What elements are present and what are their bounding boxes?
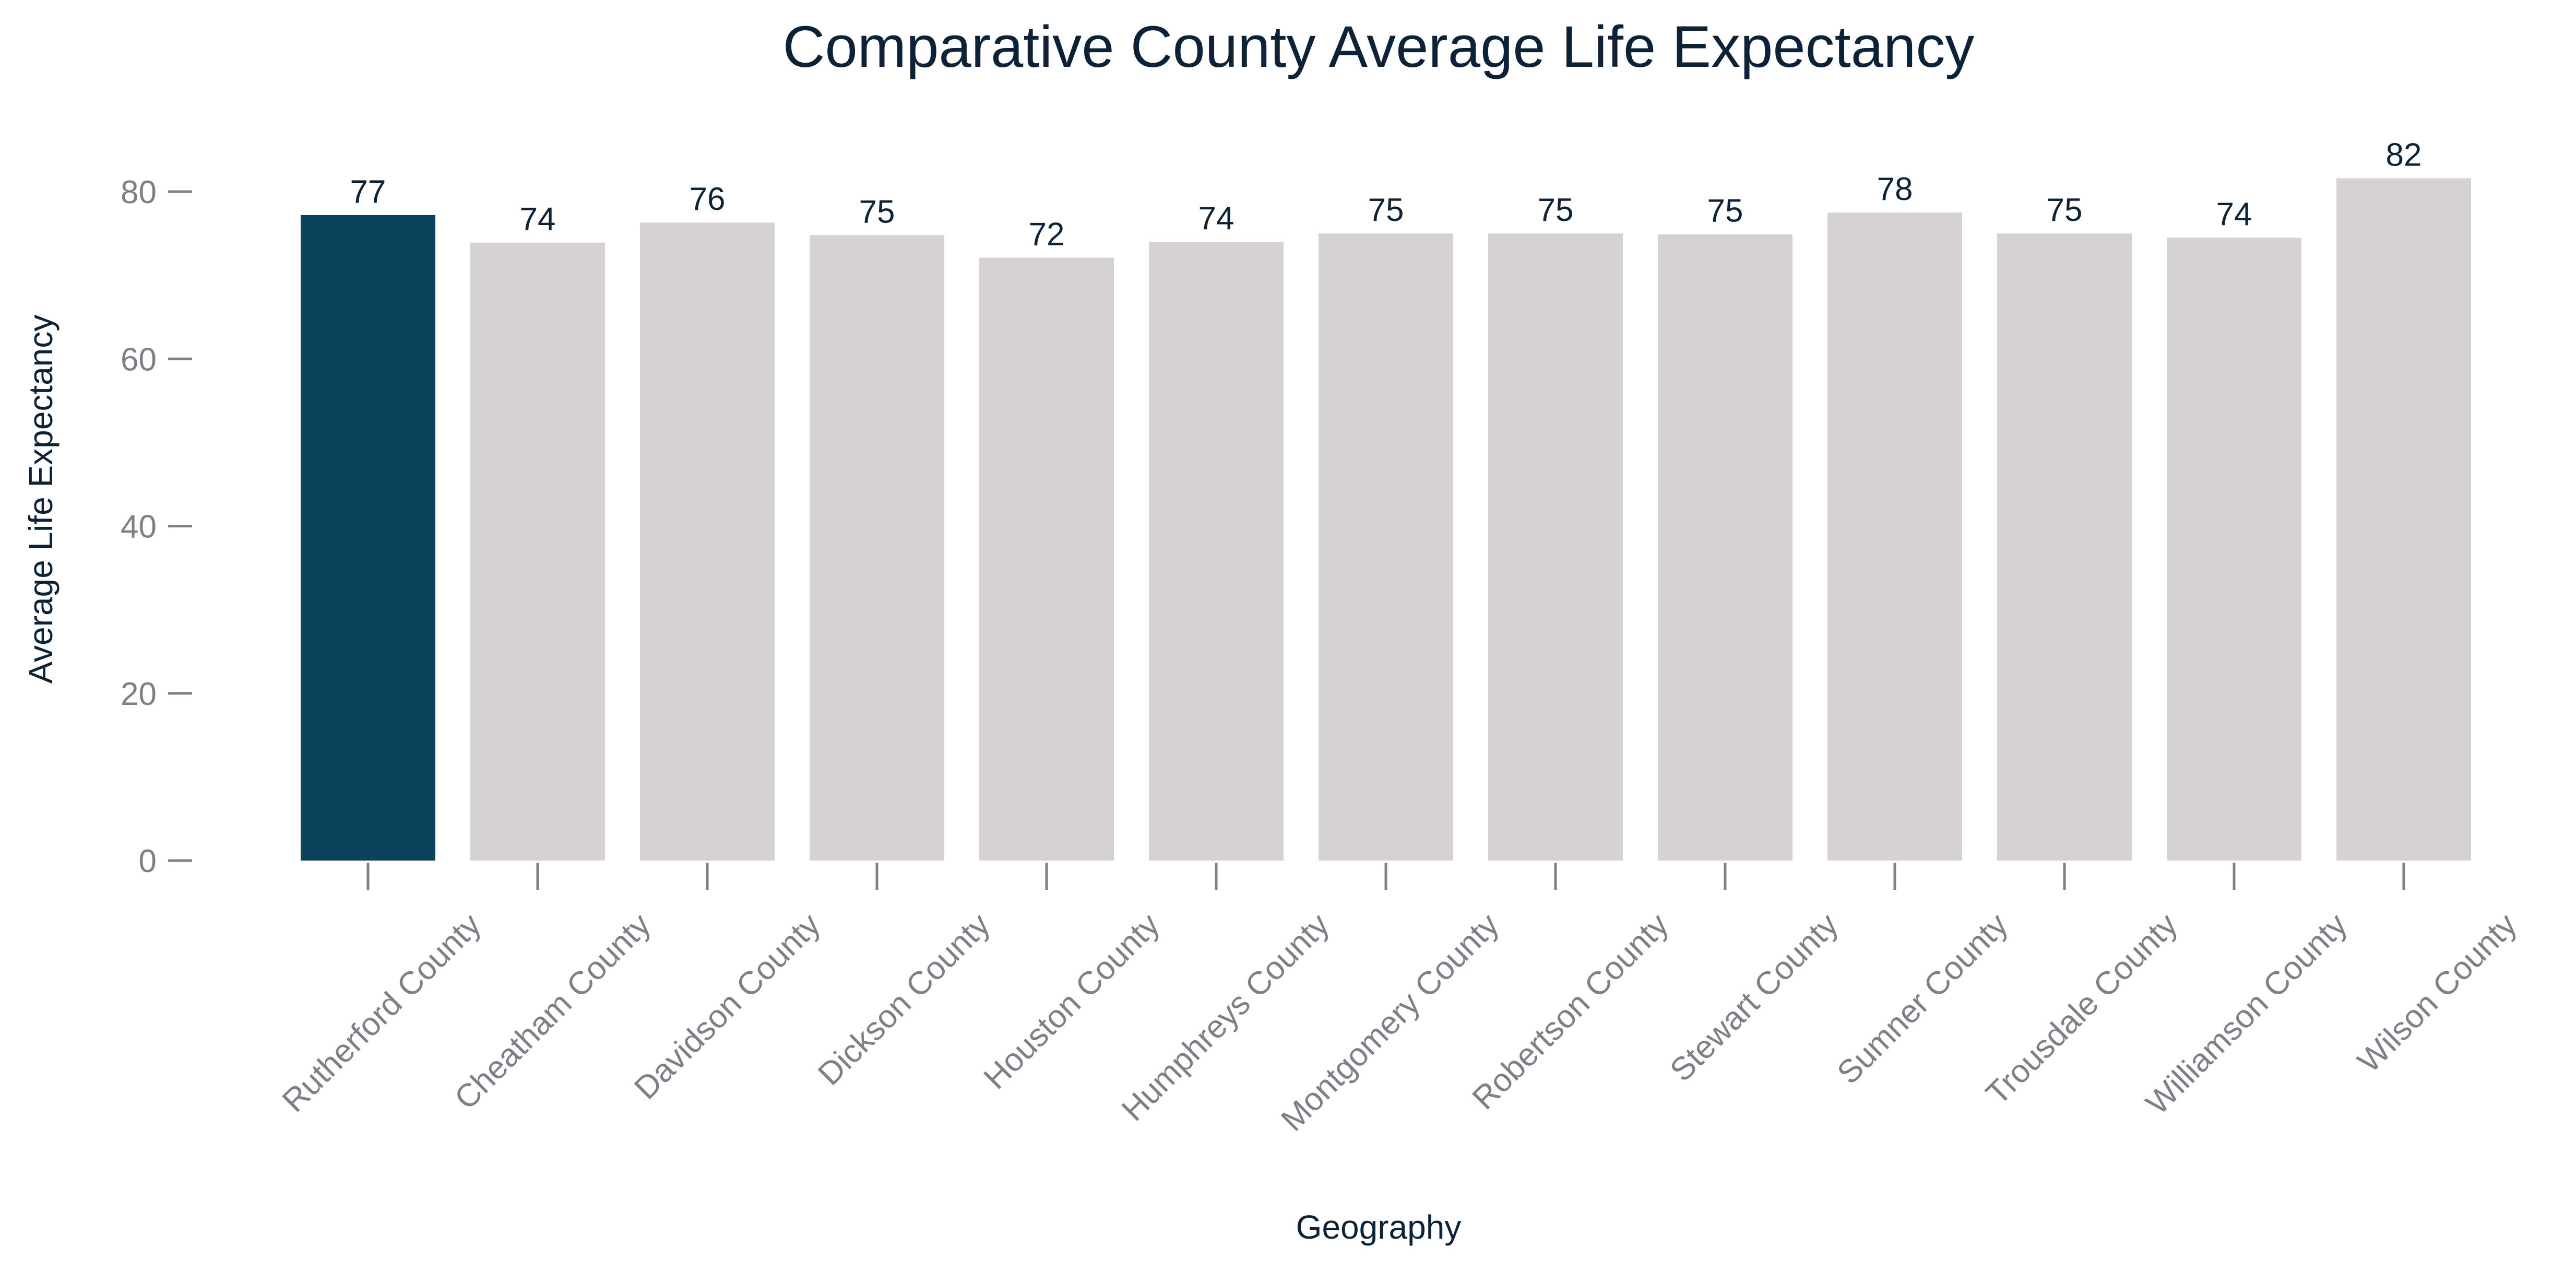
y-tick-label: 0 (139, 843, 157, 879)
bar-value-label: 82 (2386, 137, 2422, 173)
bar (470, 242, 605, 861)
bar (979, 257, 1114, 861)
x-tick-label: Stewart County (1663, 907, 1845, 1089)
bar (1997, 233, 2132, 861)
bar (1827, 213, 1962, 861)
y-axis: 0 20 40 60 80 (121, 174, 192, 879)
bar-value-label: 72 (1029, 216, 1065, 252)
bar-value-label: 78 (1877, 171, 1913, 207)
y-tick-label: 20 (121, 676, 157, 712)
bar-value-label: 75 (1538, 192, 1574, 228)
bar-value-label: 74 (1198, 201, 1234, 237)
bar-value-label: 75 (859, 194, 895, 230)
bar-value-label: 76 (690, 181, 726, 217)
x-tick-label: Wilson County (2351, 907, 2523, 1079)
y-tick-label: 40 (121, 509, 157, 545)
x-tick-label: Davidson County (627, 907, 827, 1107)
x-tick-label: Houston County (977, 907, 1167, 1096)
bar (810, 235, 944, 861)
bar-value-label: 77 (350, 174, 386, 210)
bar-value-label: 74 (2216, 196, 2252, 232)
x-tick-label: Sumner County (1831, 907, 2015, 1091)
bar (2167, 238, 2301, 861)
bar (640, 222, 775, 861)
bar (1149, 242, 1284, 861)
y-tick-label: 80 (121, 174, 157, 210)
x-axis-label: Geography (1296, 1208, 1462, 1246)
bar-value-label: 75 (1707, 193, 1743, 229)
x-tick-label: Dickson County (811, 907, 997, 1092)
bars (301, 178, 2471, 861)
bar (1488, 233, 1623, 861)
bar (301, 215, 435, 861)
bar (1319, 233, 1453, 861)
bar-value-label: 75 (1368, 192, 1404, 228)
y-tick-label: 60 (121, 342, 157, 378)
chart-title: Comparative County Average Life Expectan… (783, 14, 1975, 79)
bar-value-label: 74 (520, 202, 556, 238)
y-axis-label: Average Life Expectancy (22, 315, 60, 684)
bar (2336, 178, 2471, 861)
bar-value-label: 75 (2047, 192, 2083, 228)
value-labels: 77 74 76 75 72 74 75 75 75 78 75 74 82 (350, 137, 2422, 252)
bar (1658, 234, 1792, 861)
